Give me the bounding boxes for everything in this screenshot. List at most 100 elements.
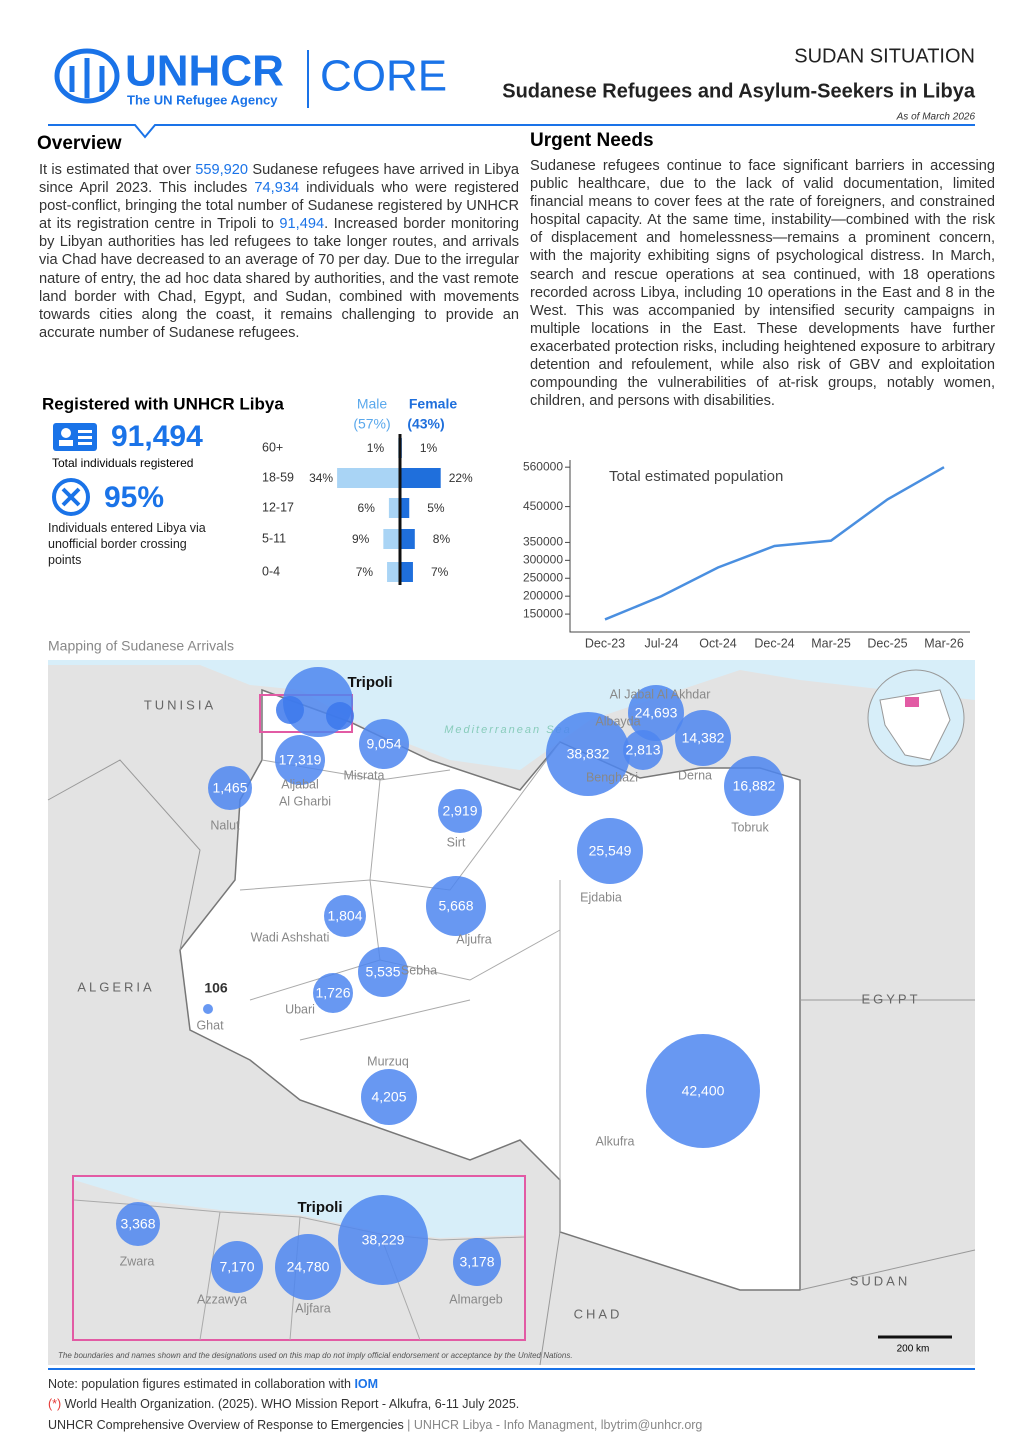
place-label: Tobruk — [731, 820, 769, 834]
bar — [383, 529, 400, 549]
overview-heading: Overview — [37, 133, 122, 154]
y-tick-label: 350000 — [523, 535, 563, 549]
note: Note: population figures estimated in co… — [48, 1377, 355, 1391]
x-tick-label: Oct-24 — [699, 636, 737, 650]
bubble-label: 4,205 — [371, 1089, 406, 1105]
text: individuals who were registered post-con… — [39, 180, 519, 233]
map-title: Mapping of Sudanese Arrivals — [48, 638, 234, 654]
place-label: Al Gharbi — [279, 794, 331, 808]
registered-total: 91,494 — [111, 420, 203, 453]
male-share: (57%) — [353, 416, 390, 432]
bubble — [546, 712, 630, 796]
value-label: 1% — [420, 441, 438, 455]
bubble-label: 24,693 — [635, 705, 678, 721]
value-label: 22% — [449, 471, 473, 485]
value-label: 1% — [367, 441, 385, 455]
y-tick-label: 150000 — [523, 606, 563, 620]
population-chart: Total estimated population 150000 200000 2… — [523, 459, 970, 650]
place-label: Sirt — [447, 835, 466, 849]
bar — [400, 498, 410, 518]
x-tick-label: Dec-25 — [867, 636, 907, 650]
value-label: 34% — [309, 471, 333, 485]
place-label: Al Jabal Al Akhdar — [610, 687, 711, 701]
situation: SUDAN SITUATION — [794, 45, 975, 67]
bubble-label: 38,229 — [362, 1232, 405, 1248]
country-label: ALGERIA — [77, 979, 154, 994]
id-icon — [53, 423, 97, 451]
bubble — [211, 1241, 263, 1293]
female-share: (43%) — [407, 416, 444, 432]
bubble-label: 2,813 — [625, 742, 660, 758]
bubble — [577, 818, 643, 884]
country-label: SUDAN — [850, 1273, 911, 1288]
bubble-label: 7,170 — [219, 1259, 254, 1275]
registered-heading: Registered with UNHCR Libya — [42, 394, 284, 413]
title: Sudanese Refugees and Asylum-Seekers in … — [502, 80, 976, 102]
bubble — [275, 735, 325, 785]
place-label: Azzawya — [197, 1292, 247, 1306]
bubble-label: 3,368 — [120, 1216, 155, 1232]
age-label: 12-17 — [262, 500, 294, 514]
place-label: Ubari — [285, 1002, 315, 1016]
bubble — [724, 756, 784, 816]
place-label: Aljabal — [281, 777, 319, 791]
bubble-label: 14,382 — [682, 730, 725, 746]
inset-borders — [73, 1199, 525, 1341]
highlight: 559,920 — [195, 162, 249, 178]
place-label: Albayda — [595, 714, 640, 728]
text: It is estimated that over — [39, 162, 196, 178]
age-label: 5-11 — [262, 531, 286, 545]
globe — [867, 669, 965, 767]
bubble-label: 106 — [204, 980, 228, 996]
line — [604, 466, 945, 621]
sea-label: Mediterranean Sea — [444, 724, 572, 736]
place-label: Wadi Ashshati — [251, 930, 330, 944]
ref-mark: (*) — [48, 1397, 62, 1411]
place-label: Sebha — [401, 963, 437, 977]
place-label: Aljufra — [456, 932, 491, 946]
chart-title: Total estimated population — [609, 468, 783, 485]
logo-text: UNHCR — [125, 47, 284, 96]
registered-total-label: Total individuals registered — [52, 456, 193, 470]
x-tick-label: Dec-24 — [754, 636, 794, 650]
scale: 200 km — [897, 1344, 930, 1355]
value-label: 7% — [356, 565, 374, 579]
country-label: EGYPT — [861, 991, 920, 1006]
y-tick-label: 300000 — [523, 553, 563, 567]
place-label: Ejdabia — [580, 890, 622, 904]
bubble-label: 2,919 — [442, 803, 477, 819]
place-label: Tripoli — [348, 674, 393, 691]
y-tick-label: 560000 — [523, 459, 563, 473]
value-label: 5% — [427, 501, 445, 515]
place-label: Alkufra — [596, 1134, 635, 1148]
age-label: 18-59 — [262, 470, 294, 484]
series: UNHCR Comprehensive Overview of Response… — [48, 1418, 404, 1432]
bubble-label: 38,832 — [567, 746, 610, 762]
partner: IOM — [354, 1377, 379, 1391]
bubble-label: 24,780 — [287, 1259, 330, 1275]
bubble — [324, 895, 366, 937]
highlight: 91,494 — [279, 216, 325, 233]
age-label: 60+ — [262, 440, 283, 454]
place-label: Aljfara — [295, 1301, 330, 1315]
disclaimer: The boundaries and names shown and the d… — [58, 1351, 573, 1360]
bubble — [358, 947, 408, 997]
text: . Increased border monitoring by Libyan … — [39, 216, 520, 341]
x-icon — [52, 478, 90, 516]
place-label: Ghat — [196, 1018, 224, 1032]
bubble-label: 16,882 — [733, 778, 776, 794]
footer-ref: (*) World Health Organization. (2025). W… — [48, 1397, 519, 1411]
tripoli-cluster — [326, 702, 354, 730]
bubble — [361, 1069, 417, 1125]
place-label: Misrata — [344, 768, 385, 782]
place-label: Nalut — [210, 818, 240, 832]
districts — [239, 741, 561, 1232]
sea — [48, 660, 975, 770]
bubble — [438, 789, 482, 833]
place-label: Murzuq — [367, 1054, 409, 1068]
y-tick-label: 200000 — [523, 588, 563, 602]
country-label: CHAD — [574, 1306, 623, 1321]
